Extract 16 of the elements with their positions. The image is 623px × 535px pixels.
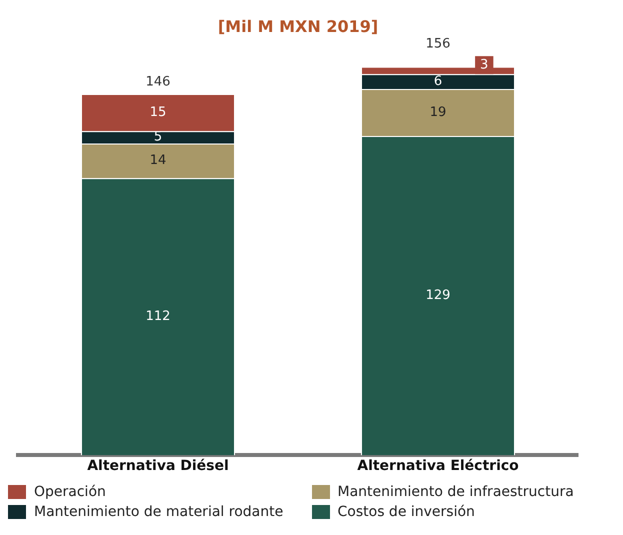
data-label: 129: [426, 288, 450, 303]
data-label: 112: [146, 309, 170, 324]
data-label: 15: [150, 104, 166, 120]
data-label: 6: [434, 74, 442, 89]
legend-label: Mantenimiento de material rodante: [34, 504, 284, 520]
legend-label: Mantenimiento de infraestructura: [338, 484, 574, 500]
data-label: 3: [480, 58, 488, 73]
total-label: 156: [426, 36, 450, 52]
legend-label: Costos de inversión: [338, 504, 475, 520]
data-label: 14: [150, 153, 166, 168]
data-label: 19: [430, 104, 446, 120]
chart-title: [Mil M MXN 2019]: [218, 16, 378, 36]
x-tick-label: Alternativa Diésel: [87, 458, 229, 474]
x-tick-label: Alternativa Eléctrico: [357, 458, 520, 474]
legend-label: Operación: [34, 484, 106, 500]
total-label: 146: [146, 74, 170, 90]
